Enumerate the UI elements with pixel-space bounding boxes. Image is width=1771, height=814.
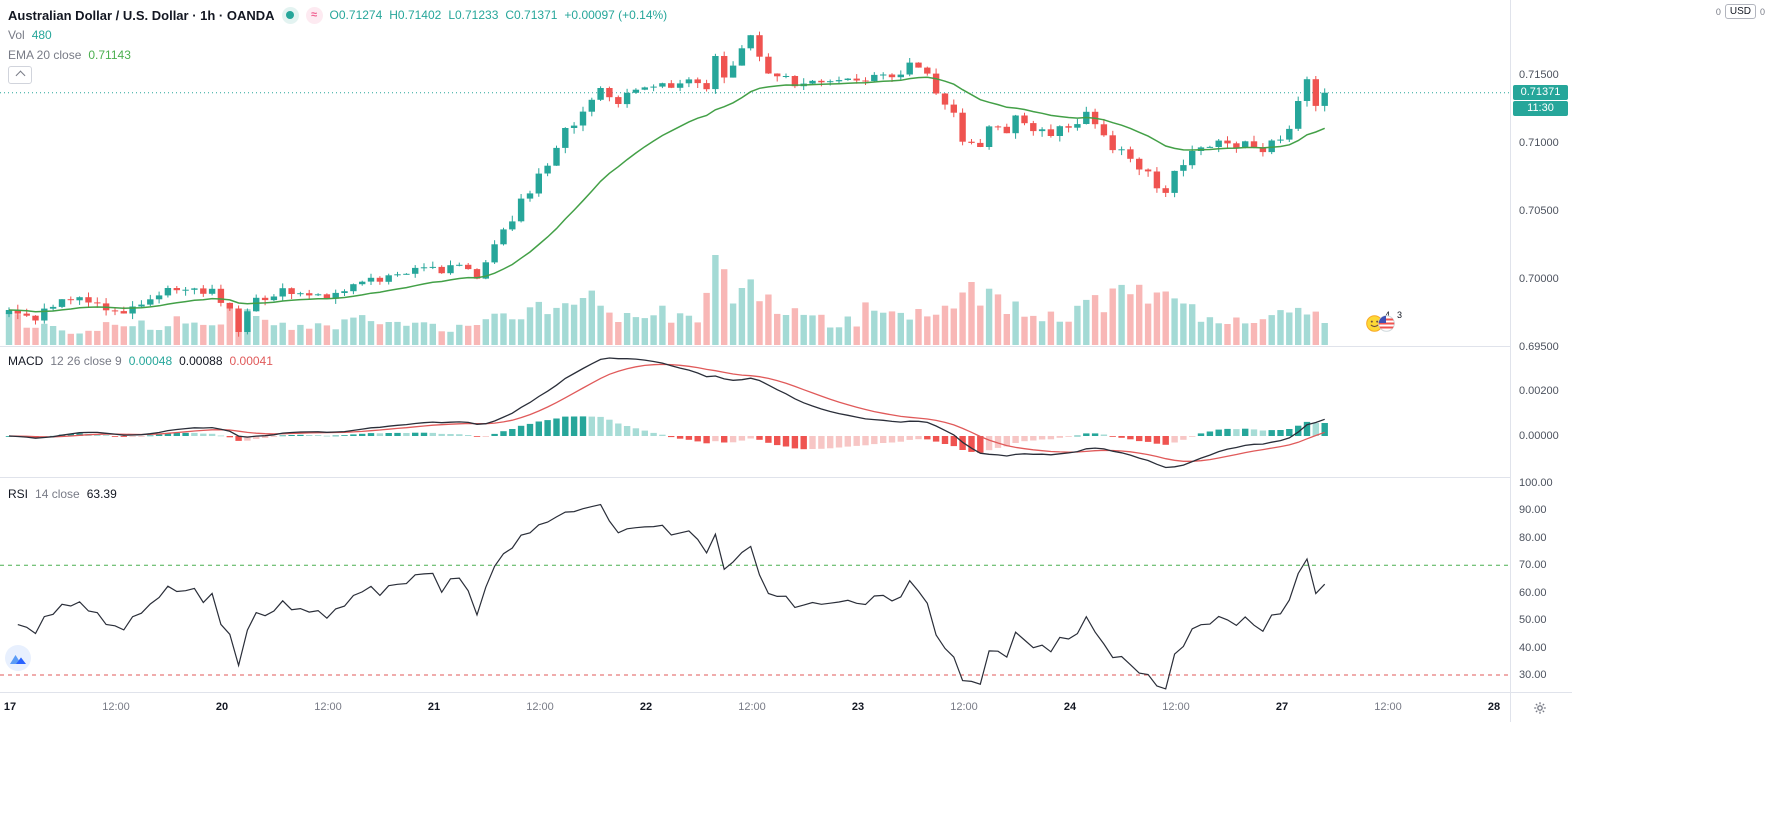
ohlc-low: L0.71233: [448, 8, 499, 22]
price-tick-label: 0.70500: [1519, 205, 1559, 217]
time-tick-label: 27: [1275, 701, 1289, 713]
time-tick-label: 24: [1063, 701, 1077, 713]
time-tick-label: 22: [639, 701, 653, 713]
current-price-badge: 0.71371: [1513, 85, 1568, 100]
indicator-dot-icon[interactable]: [281, 6, 299, 24]
time-tick-label: 12:00: [314, 701, 342, 713]
ema-legend-value: 0.71143: [88, 48, 131, 62]
flag-reaction-icon[interactable]: [1378, 315, 1395, 336]
pane-separator[interactable]: [0, 346, 1572, 347]
price-tick-label: 0.71500: [1519, 69, 1559, 81]
indicator-wave-icon[interactable]: ≈: [305, 6, 323, 24]
macd-tick-label: 0.00200: [1519, 385, 1559, 397]
rsi-tick-label: 70.00: [1519, 559, 1547, 571]
ohlc-values: O0.71274 H0.71402 L0.71233 C0.71371 +0.00097…: [330, 6, 675, 24]
ema-legend-label[interactable]: EMA 20 close: [8, 48, 82, 62]
time-tick-label: 21: [427, 701, 441, 713]
rsi-params: 14 close: [35, 487, 80, 501]
ohlc-open: O0.71274: [329, 8, 383, 22]
rsi-tick-label: 50.00: [1519, 614, 1547, 626]
collapse-legend-button[interactable]: [8, 66, 32, 84]
reaction-badges[interactable]: 4 3: [1366, 310, 1402, 337]
time-axis-settings[interactable]: [1510, 692, 1572, 722]
time-tick-label: 12:00: [102, 701, 130, 713]
volume-legend-value: 480: [31, 28, 52, 42]
macd-pane-canvas[interactable]: [0, 347, 1510, 477]
top-right-count-left: 0: [1715, 6, 1721, 17]
macd-title[interactable]: MACD: [8, 354, 44, 368]
reaction-count: 4: [1384, 310, 1390, 320]
price-tick-label: 0.70000: [1519, 273, 1559, 285]
macd-signal-value: 0.00041: [229, 354, 273, 368]
rsi-pane-canvas[interactable]: [0, 478, 1510, 692]
time-tick-label: 12:00: [738, 701, 766, 713]
rsi-tick-label: 30.00: [1519, 669, 1547, 681]
time-tick-label: 12:00: [526, 701, 554, 713]
volume-legend-label[interactable]: Vol: [8, 28, 25, 42]
rsi-tick-label: 80.00: [1519, 532, 1547, 544]
macd-line-value: 0.00088: [179, 354, 223, 368]
ohlc-close: C0.71371: [505, 8, 558, 22]
macd-hist-value: 0.00048: [128, 354, 173, 368]
macd-legend: MACD 12 26 close 9 0.00048 0.00088 0.000…: [8, 351, 273, 371]
chart-logo-icon[interactable]: [5, 645, 31, 671]
chevron-up-icon: [15, 70, 25, 81]
time-tick-label: 12:00: [950, 701, 978, 713]
bar-countdown-badge: 11:30: [1513, 101, 1568, 116]
time-tick-label: 28: [1487, 701, 1501, 713]
main-legend: Australian Dollar / U.S. Dollar · 1h · O…: [8, 5, 674, 65]
symbol-title[interactable]: Australian Dollar / U.S. Dollar · 1h · O…: [8, 7, 275, 23]
time-tick-label: 17: [3, 701, 17, 713]
ohlc-change: +0.00097 (+0.14%): [564, 8, 668, 22]
rsi-tick-label: 90.00: [1519, 504, 1547, 516]
rsi-legend: RSI 14 close 63.39: [8, 484, 117, 504]
top-right-controls: 0 USD 0: [1572, 0, 1771, 23]
rsi-tick-label: 100.00: [1519, 477, 1553, 489]
ohlc-high: H0.71402: [389, 8, 442, 22]
price-tick-label: 0.69500: [1519, 341, 1559, 353]
price-tick-label: 0.71000: [1519, 137, 1559, 149]
price-pane-canvas[interactable]: [0, 0, 1510, 346]
pane-separator[interactable]: [0, 477, 1572, 478]
macd-tick-label: 0.00000: [1519, 430, 1559, 442]
macd-params: 12 26 close 9: [50, 354, 122, 368]
rsi-tick-label: 40.00: [1519, 642, 1547, 654]
top-right-count-right: 0: [1759, 6, 1765, 17]
time-axis[interactable]: 17 12:00 20 12:00 21 12:00 22 12:00 23 12:00 24 12:…: [0, 692, 1510, 723]
rsi-tick-label: 60.00: [1519, 587, 1547, 599]
price-axis[interactable]: 0.71371 11:30 0.71500 0.71000 0.70500 0.700…: [1510, 0, 1573, 692]
gear-icon[interactable]: [1533, 701, 1547, 715]
time-tick-label: 12:00: [1162, 701, 1190, 713]
time-tick-label: 23: [851, 701, 865, 713]
currency-chip[interactable]: USD: [1724, 4, 1756, 19]
reaction-count: 3: [1396, 310, 1402, 320]
rsi-title[interactable]: RSI: [8, 487, 29, 501]
time-tick-label: 20: [215, 701, 229, 713]
right-panel: 0 USD 0: [1572, 0, 1771, 814]
time-tick-label: 12:00: [1374, 701, 1402, 713]
mountains-icon: [10, 654, 26, 664]
rsi-value: 63.39: [86, 487, 117, 501]
